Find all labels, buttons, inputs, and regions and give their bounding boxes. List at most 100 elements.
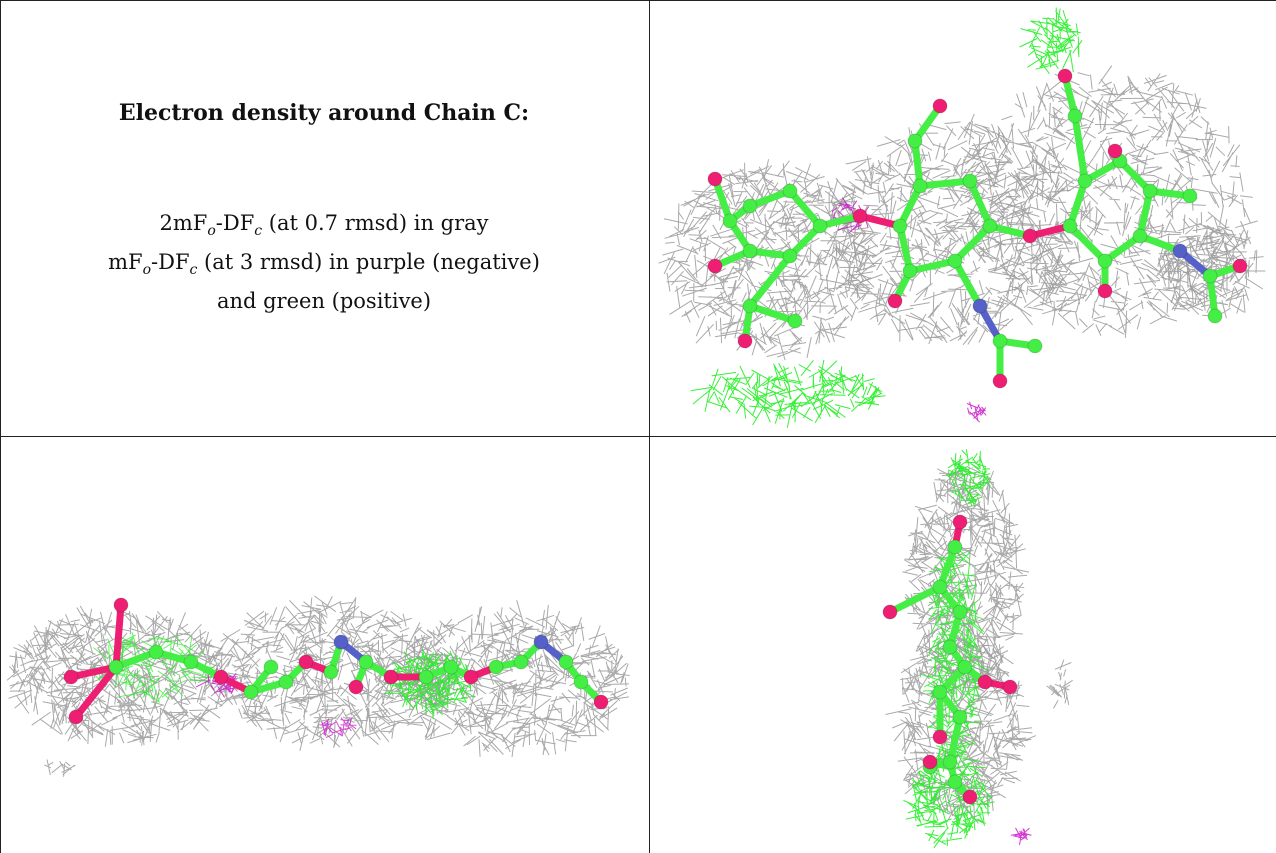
carbon-atom bbox=[243, 684, 259, 700]
carbon-atom bbox=[108, 659, 124, 675]
density-green-mesh bbox=[1019, 7, 1083, 74]
bond bbox=[786, 222, 824, 260]
oxygen-atom bbox=[593, 694, 609, 710]
nitrogen-atom bbox=[333, 634, 349, 650]
carbon-atom bbox=[932, 684, 948, 700]
density-gray-mesh bbox=[658, 159, 883, 361]
carbon-atom bbox=[558, 654, 574, 670]
bond bbox=[966, 177, 994, 230]
carbon-atom bbox=[358, 654, 374, 670]
oxygen-atom bbox=[962, 789, 978, 805]
carbon-atom bbox=[952, 709, 968, 725]
carbon-atom bbox=[932, 579, 948, 595]
carbon-atom bbox=[148, 644, 164, 660]
carbon-atom bbox=[742, 198, 758, 214]
bond bbox=[746, 302, 799, 325]
oxygen-atom bbox=[1097, 283, 1113, 299]
density-purple-mesh bbox=[1010, 827, 1032, 845]
oxygen-atom bbox=[952, 514, 968, 530]
oxygen-atom bbox=[1022, 228, 1038, 244]
density-gray-mesh bbox=[1157, 218, 1266, 319]
bond bbox=[896, 182, 924, 230]
bond bbox=[886, 583, 944, 616]
carbon-atom bbox=[1067, 108, 1083, 124]
carbon-atom bbox=[1202, 268, 1218, 284]
legend-line-green: and green (positive) bbox=[216, 289, 432, 314]
density-purple-mesh bbox=[319, 717, 357, 739]
carbon-atom bbox=[418, 669, 434, 685]
border-top bbox=[0, 0, 1276, 1]
oxygen-atom bbox=[882, 604, 898, 620]
carbon-atom bbox=[952, 604, 968, 620]
oxygen-atom bbox=[1057, 68, 1073, 84]
density-purple-mesh bbox=[966, 401, 987, 423]
carbon-atom bbox=[902, 263, 918, 279]
carbon-atom bbox=[992, 333, 1008, 349]
oxygen-atom bbox=[383, 669, 399, 685]
bond bbox=[67, 663, 120, 681]
density-gray-mesh bbox=[1046, 659, 1073, 709]
oxygen-atom bbox=[932, 729, 948, 745]
oxygen-atom bbox=[63, 669, 79, 685]
oxygen-atom bbox=[348, 679, 364, 695]
carbon-atom bbox=[1077, 173, 1093, 189]
oxygen-atom bbox=[922, 754, 938, 770]
density-view-end-on bbox=[882, 449, 1073, 849]
bond bbox=[1066, 222, 1109, 265]
bond bbox=[112, 601, 125, 671]
oxygen-atom bbox=[213, 669, 229, 685]
carbon-atom bbox=[947, 539, 963, 555]
oxygen-atom bbox=[852, 208, 868, 224]
carbon-atom bbox=[892, 218, 908, 234]
bond bbox=[746, 252, 794, 310]
carbon-atom bbox=[787, 313, 803, 329]
carbon-atom bbox=[488, 659, 504, 675]
carbon-atom bbox=[1142, 183, 1158, 199]
density-gray-mesh bbox=[44, 759, 76, 777]
nitrogen-atom bbox=[1172, 243, 1188, 259]
nitrogen-atom bbox=[533, 634, 549, 650]
bond bbox=[951, 222, 994, 265]
oxygen-atom bbox=[737, 333, 753, 349]
bond bbox=[916, 177, 974, 190]
carbon-atom bbox=[513, 654, 529, 670]
carbon-atom bbox=[912, 178, 928, 194]
legend-line-gray: 2mFo-DFc (at 0.7 rmsd) in gray bbox=[159, 211, 489, 240]
carbon-atom bbox=[812, 218, 828, 234]
oxygen-atom bbox=[707, 171, 723, 187]
carbon-atom bbox=[183, 654, 199, 670]
bond bbox=[1066, 177, 1089, 230]
carbon-atom bbox=[907, 133, 923, 149]
density-green-mesh bbox=[945, 449, 991, 508]
carbon-atom bbox=[1097, 253, 1113, 269]
carbon-atom bbox=[1207, 308, 1223, 324]
bond bbox=[711, 175, 734, 225]
bond bbox=[1116, 157, 1154, 195]
carbon-atom bbox=[742, 243, 758, 259]
carbon-atom bbox=[263, 659, 279, 675]
bond bbox=[746, 187, 794, 210]
bond bbox=[936, 543, 959, 591]
bond bbox=[906, 257, 959, 275]
carbon-atom bbox=[957, 659, 973, 675]
carbon-atom bbox=[573, 674, 589, 690]
oxygen-atom bbox=[113, 597, 129, 613]
carbon-atom bbox=[942, 639, 958, 655]
bond bbox=[1101, 232, 1144, 265]
bond bbox=[1071, 112, 1089, 185]
oxygen-atom bbox=[707, 258, 723, 274]
border-left bbox=[0, 0, 1, 853]
caption-cell: Electron density around Chain C: 2mFo-DF… bbox=[10, 8, 638, 428]
carbon-atom bbox=[722, 213, 738, 229]
oxygen-atom bbox=[463, 669, 479, 685]
oxygen-atom bbox=[932, 98, 948, 114]
oxygen-atom bbox=[68, 709, 84, 725]
carbon-atom bbox=[782, 248, 798, 264]
density-green-mesh bbox=[690, 359, 886, 428]
carbon-atom bbox=[1027, 338, 1043, 354]
carbon-atom bbox=[782, 183, 798, 199]
bond bbox=[1136, 232, 1184, 255]
bond bbox=[911, 102, 944, 145]
carbon-atom bbox=[962, 173, 978, 189]
